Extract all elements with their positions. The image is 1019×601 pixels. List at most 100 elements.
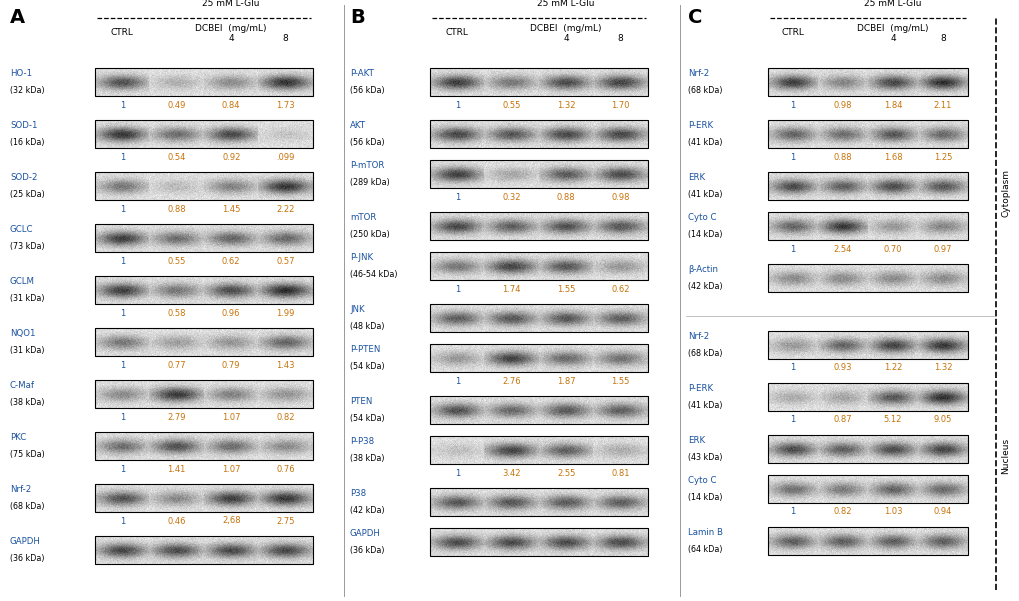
Text: 0.98: 0.98 — [611, 192, 630, 201]
Text: 1.03: 1.03 — [882, 507, 902, 516]
Text: 0.96: 0.96 — [222, 308, 240, 317]
Text: P-AKT: P-AKT — [350, 69, 374, 78]
Text: 0.88: 0.88 — [556, 192, 575, 201]
Text: 1.99: 1.99 — [276, 308, 294, 317]
Text: ERK: ERK — [688, 436, 704, 445]
Text: 0.62: 0.62 — [222, 257, 240, 266]
Text: GCLC: GCLC — [10, 225, 34, 234]
Text: (68 kDa): (68 kDa) — [688, 349, 721, 358]
Text: Nrf-2: Nrf-2 — [10, 485, 32, 494]
Bar — [95, 432, 313, 460]
Bar — [767, 331, 967, 359]
Text: (38 kDa): (38 kDa) — [10, 398, 45, 407]
Text: .099: .099 — [276, 153, 294, 162]
Text: 1.25: 1.25 — [933, 153, 952, 162]
Text: 9.05: 9.05 — [933, 415, 952, 424]
Text: 0.55: 0.55 — [167, 257, 185, 266]
Text: (16 kDa): (16 kDa) — [10, 138, 45, 147]
Text: NQO1: NQO1 — [10, 329, 36, 338]
Bar — [430, 396, 647, 424]
Text: AKT: AKT — [350, 121, 366, 130]
Text: (36 kDa): (36 kDa) — [10, 554, 45, 563]
Text: (64 kDa): (64 kDa) — [688, 545, 721, 554]
Bar — [430, 120, 647, 148]
Text: SOD-2: SOD-2 — [10, 173, 38, 182]
Text: A: A — [10, 8, 25, 27]
Text: 1.07: 1.07 — [222, 465, 240, 474]
Bar — [767, 435, 967, 463]
Bar — [95, 224, 313, 252]
Text: 1.45: 1.45 — [222, 204, 240, 213]
Text: (31 kDa): (31 kDa) — [10, 294, 45, 303]
Bar — [430, 488, 647, 516]
Text: 0.81: 0.81 — [611, 469, 630, 478]
Text: 1: 1 — [454, 100, 460, 109]
Text: 1: 1 — [119, 153, 124, 162]
Text: 1: 1 — [454, 284, 460, 293]
Text: 1: 1 — [119, 257, 124, 266]
Text: GAPDH: GAPDH — [10, 537, 41, 546]
Text: (31 kDa): (31 kDa) — [10, 346, 45, 355]
Bar — [430, 344, 647, 372]
Text: 0.93: 0.93 — [833, 364, 852, 373]
Bar — [95, 68, 313, 96]
Text: 1: 1 — [454, 192, 460, 201]
Text: 2,68: 2,68 — [222, 516, 240, 525]
Bar — [430, 212, 647, 240]
Text: 1.70: 1.70 — [611, 100, 630, 109]
Text: 0.62: 0.62 — [611, 284, 630, 293]
Text: 1.32: 1.32 — [556, 100, 575, 109]
Text: 1: 1 — [119, 361, 124, 370]
Bar — [767, 172, 967, 200]
Bar — [95, 380, 313, 408]
Text: 4: 4 — [562, 34, 569, 43]
Text: P-PTEN: P-PTEN — [350, 345, 380, 354]
Text: 1: 1 — [119, 516, 124, 525]
Text: 25 mM L-Glu: 25 mM L-Glu — [863, 0, 921, 8]
Text: (41 kDa): (41 kDa) — [688, 138, 721, 147]
Text: 1.22: 1.22 — [882, 364, 901, 373]
Text: 1.74: 1.74 — [502, 284, 521, 293]
Bar — [767, 383, 967, 411]
Text: (42 kDa): (42 kDa) — [350, 506, 384, 515]
Text: Cytoplasm: Cytoplasm — [1001, 169, 1010, 217]
Text: 0.94: 0.94 — [933, 507, 952, 516]
Text: 1: 1 — [119, 308, 124, 317]
Text: 1: 1 — [119, 100, 124, 109]
Text: DCBEI  (mg/mL): DCBEI (mg/mL) — [530, 24, 601, 33]
Text: P-JNK: P-JNK — [350, 253, 373, 262]
Text: PKC: PKC — [10, 433, 26, 442]
Text: 0.84: 0.84 — [222, 100, 240, 109]
Text: 0.55: 0.55 — [502, 100, 521, 109]
Text: P-ERK: P-ERK — [688, 121, 712, 130]
Text: P-mTOR: P-mTOR — [350, 161, 384, 170]
Bar — [767, 264, 967, 292]
Text: (43 kDa): (43 kDa) — [688, 453, 721, 462]
Text: 1.41: 1.41 — [167, 465, 185, 474]
Text: 0.46: 0.46 — [167, 516, 185, 525]
Bar — [95, 120, 313, 148]
Text: 2.54: 2.54 — [833, 245, 851, 254]
Bar — [767, 212, 967, 240]
Text: (56 kDa): (56 kDa) — [350, 86, 384, 95]
Text: Nrf-2: Nrf-2 — [688, 69, 708, 78]
Text: DCBEI  (mg/mL): DCBEI (mg/mL) — [196, 24, 267, 33]
Text: (48 kDa): (48 kDa) — [350, 322, 384, 331]
Text: GAPDH: GAPDH — [350, 529, 380, 538]
Text: 1: 1 — [790, 364, 795, 373]
Text: mTOR: mTOR — [350, 213, 376, 222]
Text: 0.77: 0.77 — [167, 361, 185, 370]
Text: 4: 4 — [890, 34, 895, 43]
Text: 0.70: 0.70 — [882, 245, 902, 254]
Text: 1.32: 1.32 — [932, 364, 952, 373]
Text: (68 kDa): (68 kDa) — [10, 502, 45, 511]
Text: 1: 1 — [454, 376, 460, 385]
Bar — [95, 172, 313, 200]
Bar — [430, 436, 647, 464]
Text: Nrf-2: Nrf-2 — [688, 332, 708, 341]
Bar — [430, 528, 647, 556]
Bar — [430, 252, 647, 280]
Text: (14 kDa): (14 kDa) — [688, 493, 721, 502]
Text: 2.55: 2.55 — [556, 469, 575, 478]
Text: (73 kDa): (73 kDa) — [10, 242, 45, 251]
